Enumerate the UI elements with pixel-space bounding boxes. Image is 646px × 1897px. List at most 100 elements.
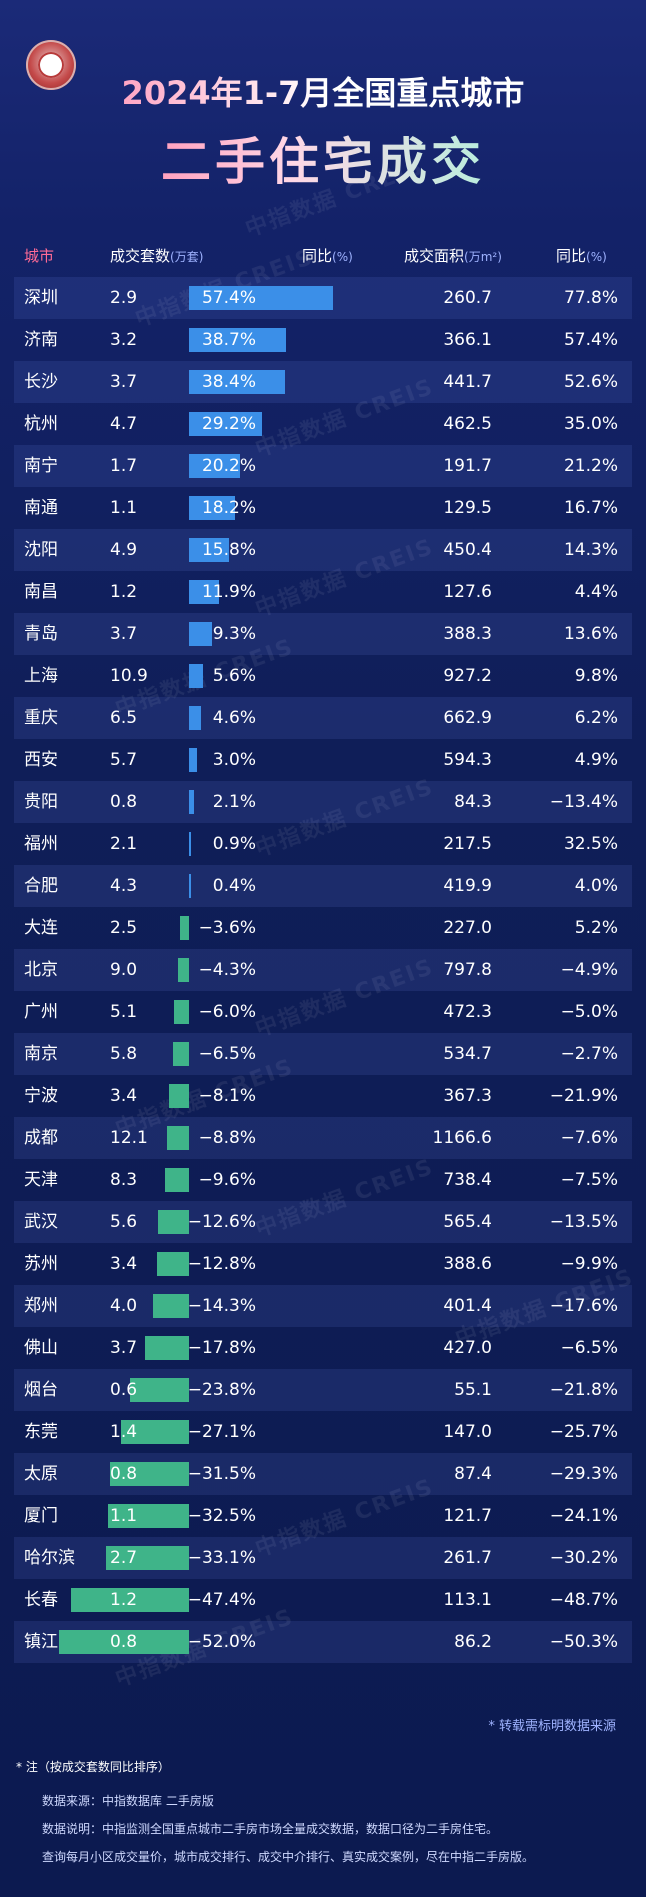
units-yoy-bar	[165, 1168, 189, 1192]
units-yoy-bar	[110, 1462, 189, 1486]
area-yoy-value: −13.5%	[549, 1212, 618, 1232]
city-label: 佛山	[24, 1338, 58, 1358]
units-value: 4.0	[110, 1296, 138, 1316]
note-line-promo: 查询每月小区成交量价，城市成交排行、成交中介排行、真实成交案例，尽在中指二手房版…	[42, 1850, 535, 1864]
area-yoy-value: −48.7%	[549, 1590, 618, 1610]
table-row: 郑州 4.0 −14.3% 401.4 −17.6%	[14, 1285, 632, 1327]
table-row: 镇江 0.8 −52.0% 86.2 −50.3%	[14, 1621, 632, 1663]
units-yoy-value: 0.9%	[212, 834, 256, 854]
units-value: 5.7	[110, 750, 138, 770]
city-label: 长沙	[24, 372, 58, 392]
area-yoy-value: −29.3%	[549, 1464, 618, 1484]
units-value: 2.7	[110, 1548, 138, 1568]
city-label: 武汉	[24, 1212, 58, 1232]
table-row: 贵阳 0.8 2.1% 84.3 −13.4%	[14, 781, 632, 823]
area-yoy-value: −7.5%	[560, 1170, 618, 1190]
header-units-yoy-unit: (%)	[332, 250, 353, 264]
units-value: 3.4	[110, 1086, 138, 1106]
area-yoy-value: −21.8%	[549, 1380, 618, 1400]
city-label: 南宁	[24, 456, 58, 476]
units-yoy-bar	[178, 958, 189, 982]
units-value: 2.5	[110, 918, 138, 938]
table-row: 广州 5.1 −6.0% 472.3 −5.0%	[14, 991, 632, 1033]
city-label: 哈尔滨	[24, 1548, 75, 1568]
area-value: 367.3	[443, 1086, 492, 1106]
city-label: 贵阳	[24, 792, 58, 812]
area-value: 565.4	[443, 1212, 492, 1232]
units-yoy-bar	[189, 832, 192, 856]
units-value: 1.7	[110, 456, 138, 476]
units-yoy-bar	[172, 1042, 189, 1066]
header-area-unit: (万m²)	[464, 250, 502, 264]
units-yoy-value: 20.2%	[201, 456, 256, 476]
units-yoy-bar	[107, 1504, 189, 1528]
header-units-yoy: 同比(%)	[302, 245, 353, 267]
area-yoy-value: 14.3%	[563, 540, 618, 560]
units-yoy-bar	[167, 1126, 189, 1150]
units-value: 3.4	[110, 1254, 138, 1274]
units-yoy-value: 0.4%	[212, 876, 256, 896]
area-value: 191.7	[443, 456, 492, 476]
units-yoy-bar	[189, 370, 285, 394]
area-value: 121.7	[443, 1506, 492, 1526]
area-value: 227.0	[443, 918, 492, 938]
units-yoy-bar	[189, 412, 262, 436]
table-row: 深圳 2.9 57.4% 260.7 77.8%	[14, 277, 632, 319]
header-units: 成交套数(万套)	[110, 245, 203, 267]
area-yoy-value: 6.2%	[574, 708, 618, 728]
units-yoy-value: −52.0%	[187, 1632, 256, 1652]
units-yoy-value: −27.1%	[187, 1422, 256, 1442]
units-yoy-bar	[189, 790, 195, 814]
city-label: 东莞	[24, 1422, 58, 1442]
units-yoy-value: 5.6%	[212, 666, 256, 686]
area-value: 450.4	[443, 540, 492, 560]
table-row: 佛山 3.7 −17.8% 427.0 −6.5%	[14, 1327, 632, 1369]
table-row: 太原 0.8 −31.5% 87.4 −29.3%	[14, 1453, 632, 1495]
units-value: 4.7	[110, 414, 138, 434]
table-row: 杭州 4.7 29.2% 462.5 35.0%	[14, 403, 632, 445]
table-row: 天津 8.3 −9.6% 738.4 −7.5%	[14, 1159, 632, 1201]
header-units-label: 成交套数	[110, 247, 171, 265]
area-value: 86.2	[454, 1632, 492, 1652]
units-yoy-bar	[59, 1630, 189, 1654]
area-value: 594.3	[443, 750, 492, 770]
units-yoy-bar	[189, 328, 286, 352]
units-yoy-bar	[153, 1294, 189, 1318]
units-yoy-bar	[180, 916, 189, 940]
units-value: 0.6	[110, 1380, 138, 1400]
city-label: 苏州	[24, 1254, 58, 1274]
area-yoy-value: 21.2%	[563, 456, 618, 476]
units-value: 3.2	[110, 330, 138, 350]
units-yoy-value: −33.1%	[187, 1548, 256, 1568]
units-yoy-bar	[189, 874, 191, 898]
source-note: * 转载需标明数据来源	[488, 1719, 616, 1734]
area-value: 127.6	[443, 582, 492, 602]
units-yoy-value: 15.8%	[201, 540, 256, 560]
table-row: 宁波 3.4 −8.1% 367.3 −21.9%	[14, 1075, 632, 1117]
area-yoy-value: 77.8%	[563, 288, 618, 308]
title-line-1: 2024年1-7月全国重点城市	[0, 68, 646, 114]
area-value: 738.4	[443, 1170, 492, 1190]
header-area-yoy-label: 同比	[556, 247, 587, 265]
city-label: 厦门	[24, 1506, 58, 1526]
table-row: 成都 12.1 −8.8% 1166.6 −7.6%	[14, 1117, 632, 1159]
area-value: 927.2	[443, 666, 492, 686]
note-line-explanation: 数据说明：中指监测全国重点城市二手房市场全量成交数据，数据口径为二手房住宅。	[42, 1822, 499, 1836]
units-value: 4.9	[110, 540, 138, 560]
units-yoy-bar	[168, 1084, 189, 1108]
units-yoy-value: −4.3%	[198, 960, 256, 980]
units-yoy-value: 57.4%	[201, 288, 256, 308]
area-value: 797.8	[443, 960, 492, 980]
units-yoy-bar	[121, 1420, 189, 1444]
city-label: 郑州	[24, 1296, 58, 1316]
area-value: 388.6	[443, 1254, 492, 1274]
area-value: 462.5	[443, 414, 492, 434]
units-yoy-value: 11.9%	[201, 582, 256, 602]
seal-logo-icon	[26, 40, 76, 90]
area-yoy-value: −30.2%	[549, 1548, 618, 1568]
table-row: 大连 2.5 −3.6% 227.0 5.2%	[14, 907, 632, 949]
table-row: 青岛 3.7 9.3% 388.3 13.6%	[14, 613, 632, 655]
area-value: 87.4	[454, 1464, 492, 1484]
city-label: 镇江	[24, 1632, 58, 1652]
